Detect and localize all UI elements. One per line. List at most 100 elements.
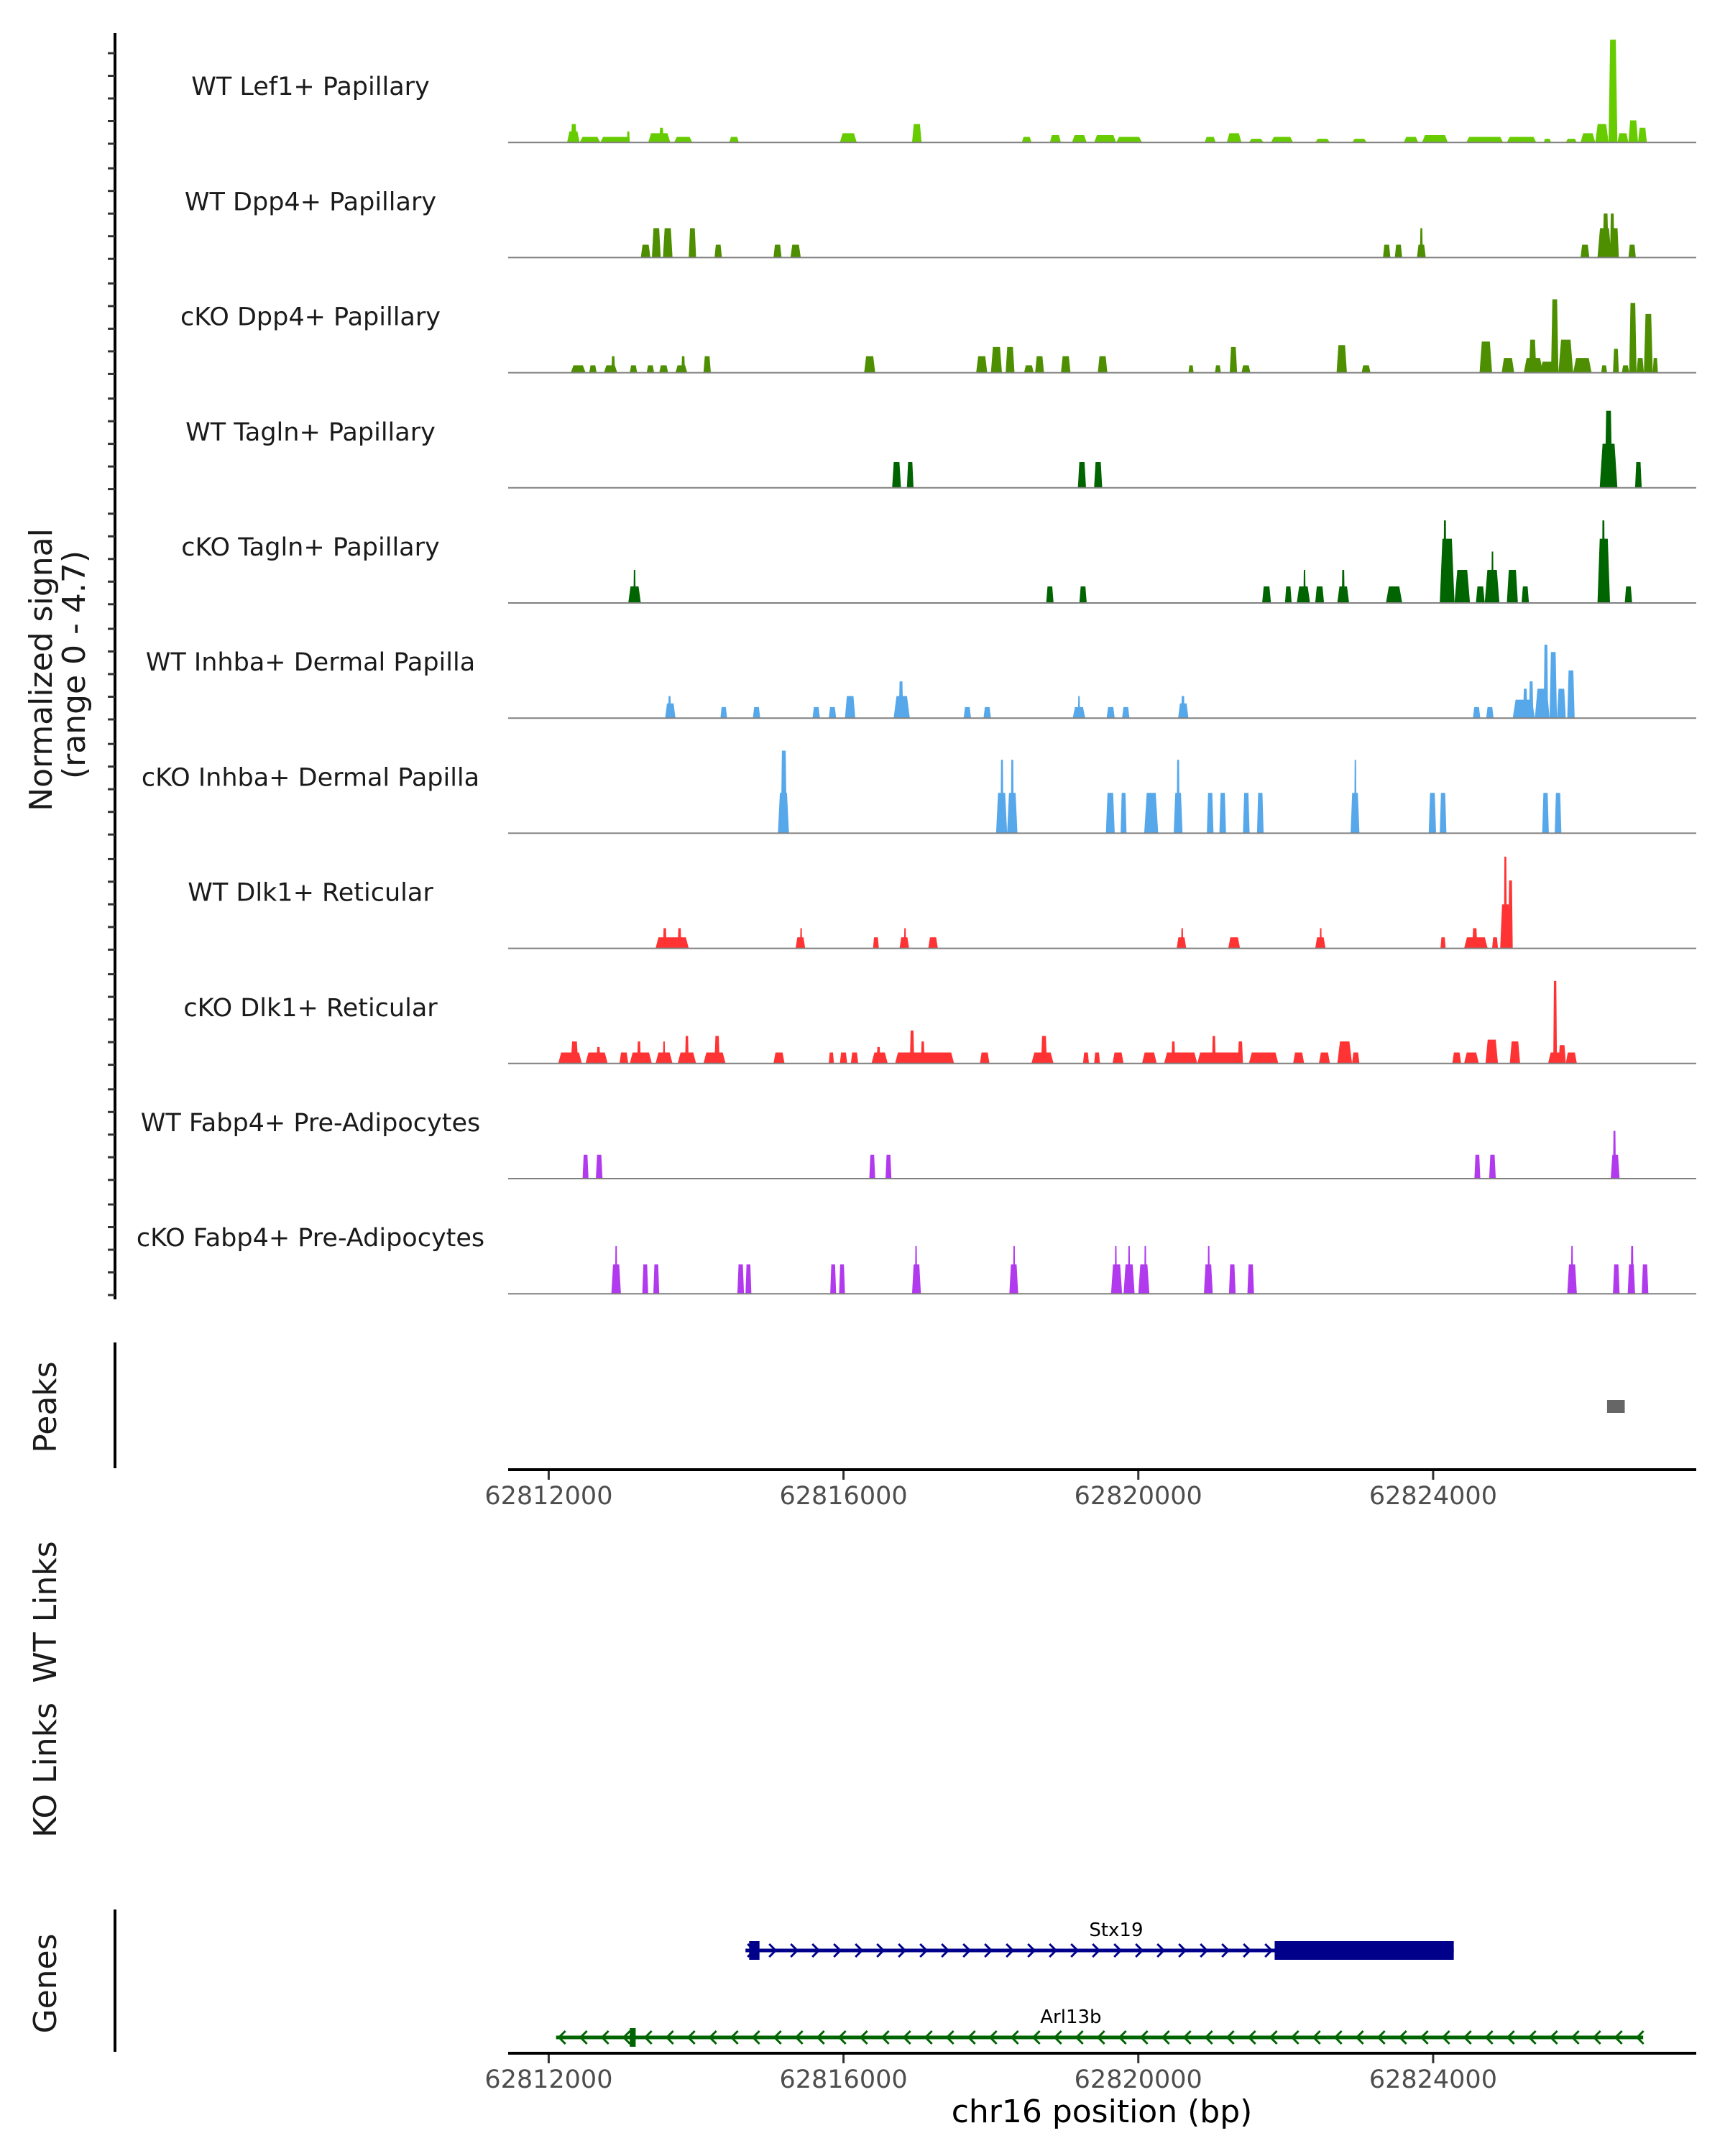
signal-area [1248,1052,1279,1064]
signal-area [1550,299,1559,373]
strand-arrow-icon [708,2030,717,2045]
signal-area [1061,356,1071,373]
signal-area [1284,586,1292,603]
signal-area [1601,365,1607,373]
signal-area [1207,793,1214,834]
track-label: WT Lef1+ Papillary [191,73,430,101]
signal-area [800,928,803,949]
signal-area [1228,937,1241,949]
signal-area [1383,244,1391,258]
signal-area [1228,1264,1236,1294]
signal-area [656,937,689,949]
signal-area [1128,1245,1131,1294]
x-axis-top: 62812000 62816000 62820000 62824000 [484,1471,1497,1511]
strand-arrow-icon [579,2030,588,2045]
genes-track: Stx19 Arl13b [556,1920,1644,2047]
strand-arrow-icon [988,2030,998,2045]
signal-area [1219,793,1226,834]
signal-area [1476,586,1485,603]
strand-arrow-icon [643,2030,653,2045]
signal-area [1205,137,1216,143]
track-label: WT Dpp4+ Papillary [185,188,436,216]
signal-area [673,137,693,143]
signal-area [627,131,630,143]
gene-exon [1274,1941,1454,1960]
track-9: cKO Dlk1+ Reticular [183,980,1696,1064]
signal-area [1489,1154,1496,1179]
signal-area [1628,120,1638,143]
signal-area [1509,1041,1520,1064]
signal-area [980,1052,990,1064]
signal-area [720,706,727,719]
strand-arrow-icon [816,2030,825,2045]
signal-area [653,1264,660,1294]
signal-area [1543,139,1551,143]
strand-arrow-icon [855,1943,864,1958]
strand-arrow-icon [768,1943,778,1958]
signal-area [909,1030,915,1064]
strand-arrow-icon [1139,2030,1149,2045]
strand-arrow-icon [1527,2030,1537,2045]
strand-arrow-icon [1204,2030,1213,2045]
signal-area [1164,1052,1197,1064]
signal-area [1611,228,1619,258]
track-4: WT Tagln+ Papillary [185,410,1696,489]
signal-area [781,750,787,834]
signal-area [1297,586,1310,603]
strand-arrow-icon [1614,2030,1623,2045]
signal-area [648,133,671,143]
signal-area [983,706,991,719]
strand-arrow-icon [1463,2030,1472,2045]
x-axis-bottom: 62812000 62816000 62820000 62824000 [484,2055,1497,2094]
signal-area [1540,361,1555,373]
strand-arrow-icon [1333,2030,1343,2045]
strand-arrow-icon [1312,2030,1321,2045]
signal-area [642,1264,648,1294]
signal-area [1521,586,1530,603]
signal-area [773,1052,785,1064]
signal-area [1035,356,1044,373]
signal-area [1553,980,1558,1064]
signal-area [681,356,686,373]
strand-arrow-icon [1135,1943,1144,1958]
signal-area [963,706,971,719]
signal-area [1613,1264,1620,1294]
signal-area [1403,137,1419,143]
strand-arrow-icon [1290,2030,1300,2045]
signal-area [630,365,638,373]
signal-area [1474,1154,1481,1179]
signal-area [869,1154,875,1179]
signal-area [646,365,655,373]
signal-area [1529,339,1537,373]
track-label: WT Tagln+ Papillary [185,418,436,447]
x-tick-label: 62816000 [779,1482,907,1511]
signal-area [1046,586,1054,603]
strand-arrow-icon [962,1943,972,1958]
signal-area [615,1245,617,1294]
signal-area [729,137,739,143]
signal-area [1486,706,1494,719]
signal-area [1440,937,1446,949]
signal-area [1440,793,1447,834]
signal-area [589,365,597,373]
strand-arrow-icon [984,1943,993,1958]
track-2: WT Dpp4+ Papillary [185,188,1696,259]
signal-area [1604,410,1613,488]
signal-area [911,124,922,143]
strand-arrow-icon [751,2030,760,2045]
strand-arrow-icon [902,2030,911,2045]
signal-area [637,1041,641,1064]
signal-area [1555,793,1562,834]
signal-y-axis-title-line-1: Normalized signal [23,528,60,811]
signal-area [1243,793,1250,834]
track-3: cKO Dpp4+ Papillary [180,299,1696,374]
strand-arrow-icon [1269,2030,1278,2045]
signal-area [1114,1245,1117,1294]
signal-area [790,244,801,258]
gene-arl13b: Arl13b [556,2007,1644,2047]
strand-arrow-icon [1178,1943,1187,1958]
track-10: WT Fabp4+ Pre-Adipocytes [141,1109,1696,1179]
signal-area [892,462,901,488]
signal-area [640,244,650,258]
peak-region [1606,1400,1625,1413]
